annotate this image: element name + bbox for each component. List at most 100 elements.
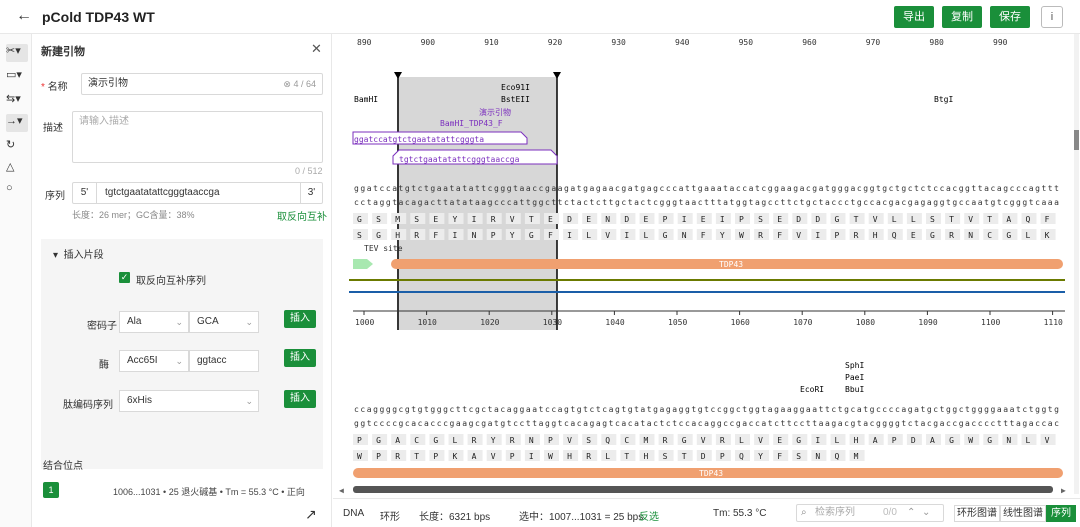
amino-acid-cell[interactable] (544, 434, 559, 445)
bsteii-label[interactable]: BstEII (501, 95, 530, 104)
codon-select[interactable]: GCA ⌄ (189, 311, 259, 333)
amino-acid-cell[interactable] (773, 434, 789, 445)
amino-acid-cell[interactable] (849, 229, 865, 240)
amino-acid-cell[interactable] (429, 229, 445, 240)
amino-acid-cell[interactable] (410, 213, 426, 224)
primer-top-arrow[interactable] (352, 131, 528, 145)
amino-acid-cell[interactable] (429, 213, 445, 224)
amino-acid-cell[interactable] (677, 450, 693, 461)
scissors-icon[interactable]: ✂▾ (6, 44, 28, 62)
amino-acid-cell[interactable] (353, 450, 368, 461)
tab-circular-map[interactable]: 环形图谱 (954, 505, 1000, 522)
amino-acid-cell[interactable] (792, 450, 808, 461)
flask-icon[interactable]: △ (6, 161, 15, 173)
binding-site-index[interactable]: 1 (43, 482, 59, 498)
amino-acid-cell[interactable] (372, 229, 388, 240)
bbui-label[interactable]: BbuI (845, 385, 864, 394)
amino-acid-cell[interactable] (391, 434, 407, 445)
amino-acid-cell[interactable] (410, 229, 426, 240)
back-arrow-icon[interactable]: ← (16, 7, 32, 24)
amino-acid-cell[interactable] (486, 434, 502, 445)
amino-acid-cell[interactable] (410, 434, 426, 445)
amino-acid-cell[interactable] (906, 229, 922, 240)
amino-acid-cell[interactable] (582, 450, 598, 461)
amino-acid-cell[interactable] (735, 450, 750, 461)
amino-acid-cell[interactable] (906, 434, 922, 445)
amino-acid-cell[interactable] (926, 229, 941, 240)
amino-acid-cell[interactable] (887, 213, 903, 224)
insert-enzyme-button[interactable]: 插入 (284, 349, 316, 367)
amino-acid-cell[interactable] (620, 229, 636, 240)
vertical-scroll-thumb[interactable] (1074, 130, 1079, 150)
codon-aa-select[interactable]: Ala ⌄ (119, 311, 189, 333)
amino-acid-cell[interactable] (696, 213, 712, 224)
amino-acid-cell[interactable] (1040, 229, 1056, 240)
selection-end-handle[interactable] (553, 72, 561, 79)
amino-acid-cell[interactable] (658, 229, 674, 240)
amino-acid-cell[interactable] (983, 229, 999, 240)
amino-acid-cell[interactable] (735, 434, 750, 445)
amino-acid-cell[interactable] (639, 213, 655, 224)
amino-acid-cell[interactable] (353, 213, 368, 224)
amino-acid-cell[interactable] (887, 229, 903, 240)
amino-acid-cell[interactable] (715, 213, 731, 224)
amino-acid-cell[interactable] (448, 434, 464, 445)
amino-acid-cell[interactable] (677, 213, 693, 224)
tev-site-feature[interactable] (353, 259, 373, 269)
eco91i-label[interactable]: Eco91I (501, 83, 530, 92)
tev-site-label[interactable]: TEV site (364, 244, 403, 253)
amino-acid-cell[interactable] (467, 450, 483, 461)
amino-acid-cell[interactable] (830, 450, 846, 461)
peptide-select[interactable]: 6xHis ⌄ (119, 390, 259, 412)
amino-acid-cell[interactable] (926, 213, 941, 224)
amino-acid-cell[interactable] (391, 229, 407, 240)
amino-acid-cell[interactable] (677, 434, 693, 445)
tdp43-feature-row2[interactable] (353, 468, 1063, 478)
amino-acid-cell[interactable] (964, 434, 980, 445)
amino-acid-cell[interactable] (945, 434, 961, 445)
amino-acid-cell[interactable] (448, 450, 464, 461)
amino-acid-cell[interactable] (505, 450, 521, 461)
amino-acid-cell[interactable] (620, 450, 636, 461)
amino-acid-cell[interactable] (715, 434, 731, 445)
enzyme-select[interactable]: Acc65I ⌄ (119, 350, 189, 372)
amino-acid-cell[interactable] (563, 213, 579, 224)
tab-linear-map[interactable]: 线性图谱 (1000, 505, 1046, 522)
amino-acid-cell[interactable] (448, 229, 464, 240)
amino-acid-cell[interactable] (715, 229, 731, 240)
description-field[interactable]: 请输入描述 (72, 111, 323, 163)
amino-acid-cell[interactable] (391, 450, 407, 461)
amino-acid-cell[interactable] (372, 213, 388, 224)
amino-acid-cell[interactable] (811, 434, 827, 445)
amino-acid-cell[interactable] (524, 450, 540, 461)
sphi-label[interactable]: SphI (845, 361, 864, 370)
amino-acid-cell[interactable] (754, 434, 770, 445)
amino-acid-cell[interactable] (563, 450, 579, 461)
amino-acid-cell[interactable] (811, 213, 827, 224)
amino-acid-cell[interactable] (601, 229, 617, 240)
amino-acid-cell[interactable] (792, 213, 808, 224)
amino-acid-cell[interactable] (715, 450, 731, 461)
amino-acid-cell[interactable] (391, 213, 407, 224)
amino-acid-cell[interactable] (601, 450, 617, 461)
amino-acid-cell[interactable] (964, 213, 980, 224)
amino-acid-cell[interactable] (868, 229, 884, 240)
primer-name-label[interactable]: 演示引物 (479, 107, 511, 117)
swap-icon[interactable]: ⇆▾ (6, 93, 21, 105)
amino-acid-cell[interactable] (544, 229, 559, 240)
amino-acid-cell[interactable] (830, 434, 846, 445)
amino-acid-cell[interactable] (983, 213, 999, 224)
amino-acid-cell[interactable] (1021, 213, 1037, 224)
horizontal-scroll-thumb[interactable] (353, 486, 1053, 493)
amino-acid-cell[interactable] (582, 434, 598, 445)
primer-bottom-arrow[interactable] (392, 149, 558, 165)
amino-acid-cell[interactable] (868, 213, 884, 224)
selection-start-handle[interactable] (394, 72, 402, 79)
bamhi-label[interactable]: BamHI (354, 95, 378, 104)
amino-acid-cell[interactable] (1002, 229, 1018, 240)
amino-acid-cell[interactable] (486, 229, 502, 240)
amino-acid-cell[interactable] (1021, 229, 1037, 240)
amino-acid-cell[interactable] (1040, 434, 1056, 445)
amino-acid-cell[interactable] (505, 213, 521, 224)
amino-acid-cell[interactable] (830, 229, 846, 240)
